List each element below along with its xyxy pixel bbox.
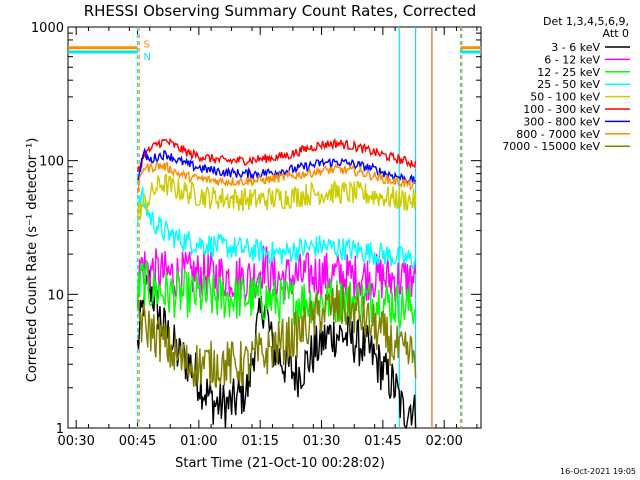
x-tick-label: 01:45 bbox=[364, 434, 401, 449]
legend-label: 25 - 50 keV bbox=[537, 78, 600, 91]
x-tick-label: 00:30 bbox=[57, 434, 94, 449]
series-line-2 bbox=[136, 261, 417, 328]
flag-label: S bbox=[144, 40, 150, 51]
legend-header: Det 1,3,4,5,6,9, bbox=[543, 15, 629, 28]
legend-label: 3 - 6 keV bbox=[551, 41, 600, 54]
legend-label: 800 - 7000 keV bbox=[516, 128, 600, 141]
attenuator-lines bbox=[136, 27, 463, 428]
plot-area-border bbox=[67, 26, 482, 429]
y-tick-label: 10 bbox=[47, 288, 64, 303]
x-tick-label: 02:00 bbox=[425, 434, 462, 449]
legend-label: 50 - 100 keV bbox=[530, 91, 600, 104]
plot-frame bbox=[67, 26, 482, 429]
series-line-8 bbox=[137, 283, 417, 388]
legend-label: 100 - 300 keV bbox=[523, 103, 600, 116]
timestamp: 16-Oct-2021 19:05 bbox=[560, 467, 636, 476]
y-tick-label: 1000 bbox=[31, 21, 64, 36]
axis-ticks: 00:30 00:45 01:00 01:15 01:30 01:45 02:00 1 10 10… bbox=[31, 21, 481, 449]
series-line-4 bbox=[136, 172, 417, 220]
series-line-6 bbox=[136, 147, 417, 186]
legend-header: Att 0 bbox=[603, 27, 629, 40]
legend-label: 6 - 12 keV bbox=[544, 53, 600, 66]
y-tick-label: 100 bbox=[39, 155, 64, 170]
x-tick-label: 01:15 bbox=[241, 434, 278, 449]
x-tick-label: 01:00 bbox=[180, 434, 217, 449]
chart-title: RHESSI Observing Summary Count Rates, Co… bbox=[84, 2, 477, 20]
series-line-5 bbox=[136, 137, 417, 172]
x-tick-label: 00:45 bbox=[119, 434, 156, 449]
x-axis-label: Start Time (21-Oct-10 00:28:02) bbox=[175, 456, 385, 471]
y-tick-label: 1 bbox=[56, 422, 64, 437]
x-tick-label: 01:30 bbox=[303, 434, 340, 449]
flag-label: N bbox=[144, 52, 151, 63]
series-lines bbox=[136, 137, 417, 430]
series-line-7 bbox=[136, 161, 416, 194]
y-axis-label: Corrected Count Rate (s⁻¹ detector⁻¹) bbox=[25, 138, 40, 383]
series-line-3 bbox=[136, 186, 417, 271]
state-flags: SN bbox=[68, 40, 481, 63]
legend-label: 300 - 800 keV bbox=[523, 115, 600, 128]
legend-label: 7000 - 15000 keV bbox=[502, 140, 600, 153]
legend-label: 12 - 25 keV bbox=[537, 66, 600, 79]
